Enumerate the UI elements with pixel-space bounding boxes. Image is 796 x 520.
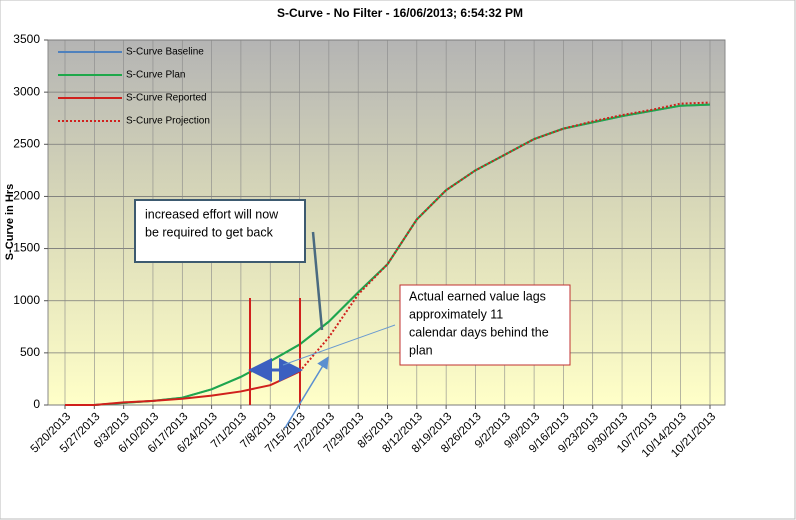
- annotation-text: plan: [409, 343, 433, 357]
- legend-label: S-Curve Plan: [126, 70, 185, 81]
- y-tick-label: 1000: [13, 293, 40, 307]
- annotations: increased effort will now be required to …: [145, 207, 549, 357]
- y-tick-label: 3500: [13, 32, 40, 46]
- annotation-box: [399, 284, 571, 366]
- annotation-text: calendar days behind the: [409, 325, 549, 339]
- annotation-text: approximately 11: [409, 307, 503, 321]
- callout-line: [311, 231, 324, 331]
- legend-label: S-Curve Baseline: [126, 47, 204, 58]
- y-tick-label: 1500: [13, 241, 40, 255]
- annotation-box: [134, 199, 306, 263]
- legend-label: S-Curve Projection: [126, 116, 210, 127]
- annotation-text: increased effort will now: [145, 207, 279, 221]
- callout-arrow: [284, 356, 329, 429]
- callout-line: [282, 324, 396, 366]
- annotation-text: Actual earned value lags: [409, 289, 546, 303]
- y-axis-label: S-Curve in Hrs: [4, 184, 16, 260]
- y-tick-label: 500: [20, 345, 40, 359]
- legend-label: S-Curve Reported: [126, 93, 207, 104]
- annotation-text: be required to get back: [145, 225, 274, 239]
- y-tick-label: 3000: [13, 84, 40, 98]
- y-tick-label: 0: [33, 397, 40, 411]
- series-line: [65, 370, 300, 406]
- y-tick-label: 2000: [13, 189, 40, 203]
- y-tick-label: 2500: [13, 136, 40, 150]
- chart-title: S-Curve - No Filter - 16/06/2013; 6:54:3…: [277, 6, 523, 20]
